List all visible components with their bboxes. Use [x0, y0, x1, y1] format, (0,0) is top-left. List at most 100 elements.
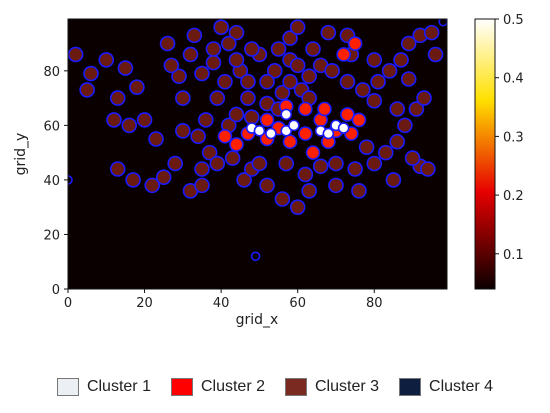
cluster-point — [213, 19, 229, 35]
cluster-point — [301, 68, 317, 85]
cluster-point — [243, 41, 260, 57]
cluster-point — [416, 90, 432, 106]
cluster-point — [427, 46, 444, 63]
cluster-point — [278, 155, 295, 172]
legend-swatch — [56, 378, 79, 396]
cluster-4 — [68, 19, 447, 262]
cluster-point — [109, 90, 126, 106]
cluster-point — [328, 155, 344, 172]
cluster-point — [117, 60, 134, 76]
cluster-point — [167, 155, 183, 172]
cluster-point — [240, 73, 256, 90]
cluster-point — [259, 112, 275, 128]
cluster-point — [68, 46, 84, 63]
cluster-point — [340, 107, 355, 122]
legend: Cluster 1 Cluster 2 Cluster 3 Cluster 4 — [0, 372, 550, 402]
cluster-point — [337, 122, 350, 134]
legend-swatch — [285, 378, 307, 396]
y-tick-label: 60 — [43, 119, 60, 134]
cluster-point — [366, 155, 383, 172]
cluster-point — [205, 41, 222, 57]
cluster-point — [274, 191, 291, 207]
legend-label: Cluster 1 — [86, 378, 151, 395]
plot-frame — [67, 18, 448, 290]
cluster-point — [250, 251, 261, 262]
cluster-point — [259, 73, 275, 90]
heatmap-blobs — [68, 19, 447, 262]
colorbar-ticks: 0.1 0.2 0.3 0.4 0.5 — [495, 13, 524, 263]
cluster-point — [240, 90, 256, 106]
colorbar-tick-label: 0.1 — [503, 248, 524, 263]
cluster-point — [220, 35, 237, 52]
cluster-point — [83, 65, 99, 82]
cluster-point — [175, 90, 191, 106]
legend-label: Cluster 4 — [429, 378, 494, 395]
legend-item-cluster-2: Cluster 2 — [170, 378, 265, 396]
y-axis: 0 20 40 60 80 — [43, 65, 68, 298]
cluster-point — [270, 41, 287, 57]
cluster-point — [182, 46, 199, 63]
colorbar-tick-label: 0.3 — [503, 130, 524, 145]
cluster-point — [397, 117, 413, 134]
y-tick-label: 80 — [43, 65, 60, 80]
cluster-point — [288, 119, 300, 132]
cluster-point — [121, 117, 138, 134]
cluster-2 — [217, 36, 367, 160]
legend-swatch — [399, 378, 422, 396]
cluster-point — [423, 24, 440, 41]
cluster-point — [389, 101, 406, 117]
cluster-point — [370, 73, 386, 90]
cluster-point — [322, 127, 335, 140]
cluster-point — [336, 47, 351, 62]
cluster-point — [339, 73, 356, 90]
cluster-point — [106, 112, 122, 128]
colorbar-tick-label: 0.4 — [503, 72, 524, 87]
cluster-point — [136, 112, 153, 128]
cluster-point — [354, 82, 371, 98]
cluster-point — [347, 161, 363, 177]
cluster-point — [228, 52, 245, 68]
y-tick-label: 40 — [43, 174, 60, 189]
cluster-point — [289, 199, 306, 215]
cluster-point — [236, 172, 252, 188]
cluster-point — [377, 144, 394, 161]
cluster-point — [209, 90, 226, 106]
cluster-point — [159, 35, 176, 52]
cluster-point — [366, 52, 383, 68]
cluster-point — [320, 24, 337, 41]
cluster-point — [163, 57, 180, 74]
cluster-point — [194, 161, 210, 177]
cluster-point — [328, 177, 344, 194]
cluster-point — [175, 123, 191, 139]
colorbar — [474, 18, 496, 290]
legend-item-cluster-1: Cluster 1 — [56, 378, 151, 396]
cluster-point — [301, 183, 317, 199]
cluster-point — [186, 27, 203, 44]
cluster-point — [393, 52, 409, 68]
cluster-point — [224, 150, 241, 166]
cluster-point — [400, 35, 417, 52]
legend-swatch — [170, 378, 193, 396]
y-tick-label: 0 — [52, 283, 60, 298]
cluster-point — [217, 73, 233, 90]
cluster-point — [324, 63, 340, 79]
cluster-point — [171, 68, 187, 85]
x-axis-title: grid_x — [236, 312, 279, 328]
cluster-point — [259, 177, 275, 194]
cluster-point — [144, 177, 161, 194]
cluster-point — [282, 30, 298, 46]
y-tick-label: 20 — [43, 228, 60, 243]
cluster-point — [205, 54, 222, 71]
cluster-point — [129, 79, 145, 95]
cluster-1 — [245, 108, 350, 140]
cluster-point — [190, 128, 206, 145]
cluster-3 — [68, 19, 444, 215]
cluster-point — [298, 101, 313, 117]
cluster-point — [420, 161, 436, 177]
cluster-point — [109, 161, 126, 177]
cluster-point — [228, 106, 245, 123]
legend-label: Cluster 3 — [315, 378, 380, 395]
cluster-point — [282, 73, 298, 90]
cluster-point — [389, 133, 406, 150]
